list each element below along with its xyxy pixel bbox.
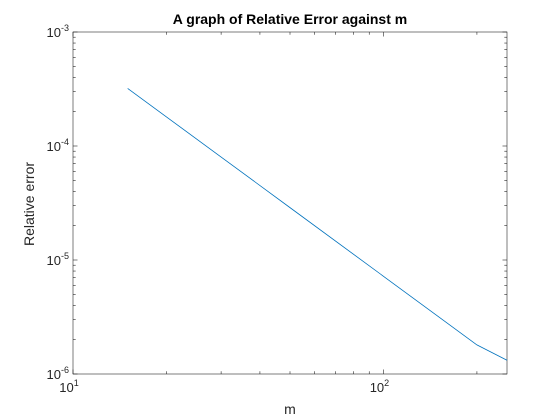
x-axis-label: m bbox=[284, 401, 296, 417]
y-tick-label: 10-6 bbox=[47, 365, 69, 382]
y-tick-label: 10-5 bbox=[47, 251, 69, 268]
y-tick-label: 10-3 bbox=[47, 23, 69, 40]
chart-title: A graph of Relative Error against m bbox=[173, 11, 407, 27]
y-tick-label: 10-4 bbox=[47, 137, 69, 154]
plot-area: 101 102 10-6 10-5 10-4 10-3 bbox=[47, 23, 508, 395]
x-tick-label: 102 bbox=[370, 378, 389, 395]
plot-frame bbox=[72, 31, 508, 375]
y-axis-label: Relative error bbox=[21, 162, 37, 246]
series-line-1 bbox=[127, 88, 508, 361]
x-tick-label: 101 bbox=[59, 378, 78, 395]
